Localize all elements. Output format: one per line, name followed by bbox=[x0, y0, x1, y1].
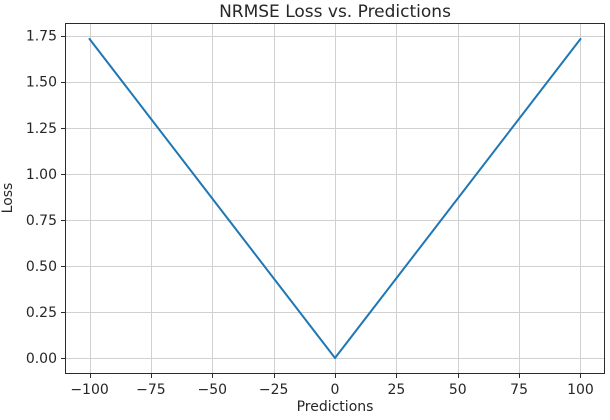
x-tick-label: 100 bbox=[567, 382, 594, 398]
loss-curve bbox=[88, 37, 582, 360]
x-tick-label: 25 bbox=[387, 382, 405, 398]
y-tick-label: 0.75 bbox=[26, 213, 57, 229]
x-tick-label: −25 bbox=[259, 382, 289, 398]
x-tick-label: −50 bbox=[197, 382, 227, 398]
x-tick-label: 75 bbox=[510, 382, 528, 398]
y-tick-label: 0.50 bbox=[26, 259, 57, 275]
x-tick-label: 0 bbox=[331, 382, 340, 398]
y-tick-label: 1.25 bbox=[26, 121, 57, 137]
chart-title: NRMSE Loss vs. Predictions bbox=[219, 2, 451, 22]
y-tick-label: 1.00 bbox=[26, 167, 57, 183]
x-tick-label: 50 bbox=[449, 382, 467, 398]
y-axis-label: Loss bbox=[0, 182, 16, 214]
x-axis-label: Predictions bbox=[296, 399, 374, 415]
axes-spines bbox=[65, 23, 605, 374]
y-tick-label: 1.50 bbox=[26, 75, 57, 91]
x-tick-label: −75 bbox=[136, 382, 166, 398]
y-tick-label: 1.75 bbox=[26, 29, 57, 45]
y-tick-label: 0.00 bbox=[26, 351, 57, 367]
x-tick-label: −100 bbox=[70, 382, 108, 398]
y-tick-label: 0.25 bbox=[26, 305, 57, 321]
